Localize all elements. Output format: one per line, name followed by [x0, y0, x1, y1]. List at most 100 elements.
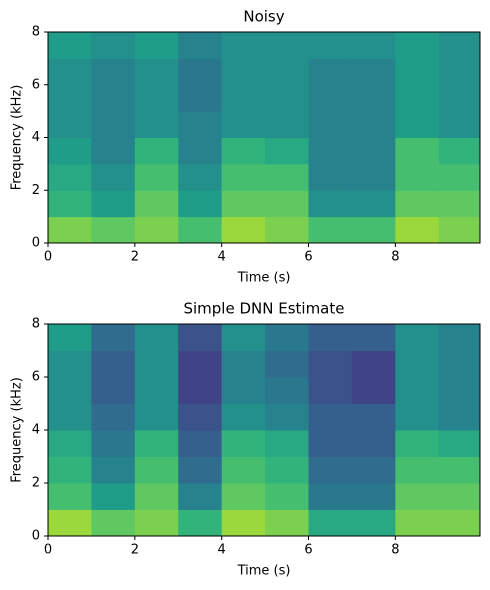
heatmap-cell: [265, 350, 310, 378]
heatmap-cell: [48, 216, 92, 244]
heatmap-cell: [438, 137, 481, 165]
heatmap-cell: [395, 163, 440, 191]
heatmap-cell: [351, 350, 396, 378]
heatmap-cell: [91, 32, 136, 59]
heatmap-cell: [308, 163, 353, 191]
heatmap-cell: [308, 324, 353, 351]
heatmap-cell: [265, 483, 310, 510]
y-tick-label: 0: [32, 236, 40, 251]
heatmap-cell: [265, 216, 310, 244]
heatmap-cell: [395, 32, 440, 59]
heatmap-cell: [48, 190, 92, 218]
heatmap-cell: [134, 163, 179, 191]
heatmap-cell: [221, 58, 266, 86]
heatmap-cell: [134, 58, 179, 86]
heatmap-cell: [395, 58, 440, 86]
heatmap: [48, 324, 481, 537]
heatmap-cell: [134, 84, 179, 112]
heatmap-cell: [221, 32, 266, 59]
heatmap-cell: [221, 483, 266, 510]
heatmap-cell: [48, 430, 92, 457]
heatmap-cell: [178, 430, 223, 457]
heatmap-cell: [395, 430, 440, 457]
y-tick-label: 0: [32, 529, 40, 544]
heatmap-cell: [438, 84, 481, 112]
heatmap-cell: [134, 430, 179, 457]
heatmap-cell: [265, 137, 310, 165]
heatmap-cell: [395, 324, 440, 351]
heatmap-cell: [351, 111, 396, 138]
heatmap-cell: [395, 216, 440, 244]
x-tick-label: 2: [131, 543, 139, 558]
y-tick-label: 2: [32, 183, 40, 198]
heatmap-cell: [48, 84, 92, 112]
heatmap-cell: [91, 377, 136, 404]
heatmap-cell: [134, 324, 179, 351]
heatmap-cell: [395, 137, 440, 165]
heatmap-cell: [438, 216, 481, 244]
heatmap-cell: [221, 84, 266, 112]
heatmap-cell: [48, 324, 92, 351]
x-tick-label: 8: [391, 250, 399, 265]
heatmap-cell: [91, 324, 136, 351]
heatmap-cell: [221, 350, 266, 378]
heatmap-cell: [395, 509, 440, 537]
heatmap-cell: [351, 377, 396, 404]
heatmap-cell: [178, 190, 223, 218]
chart-title: Noisy: [243, 8, 284, 26]
heatmap-cell: [438, 58, 481, 86]
heatmap-cell: [308, 456, 353, 484]
heatmap-cell: [438, 509, 481, 537]
heatmap-cell: [178, 324, 223, 351]
heatmap-cell: [221, 137, 266, 165]
heatmap-cell: [438, 456, 481, 484]
heatmap-cell: [91, 190, 136, 218]
heatmap-cell: [91, 163, 136, 191]
heatmap-cell: [91, 403, 136, 431]
heatmap-cell: [178, 456, 223, 484]
heatmap-cell: [91, 430, 136, 457]
heatmap-cell: [308, 32, 353, 59]
heatmap-cell: [221, 111, 266, 138]
heatmap-cell: [308, 216, 353, 244]
heatmap-cell: [265, 190, 310, 218]
heatmap-cell: [395, 190, 440, 218]
heatmap-cell: [48, 509, 92, 537]
heatmap-cell: [351, 456, 396, 484]
heatmap-cell: [134, 350, 179, 378]
heatmap-cell: [178, 32, 223, 59]
heatmap-cell: [308, 509, 353, 537]
heatmap-cell: [178, 58, 223, 86]
heatmap-cell: [134, 190, 179, 218]
heatmap-cell: [48, 350, 92, 378]
heatmap-cell: [351, 32, 396, 59]
heatmap-cell: [265, 32, 310, 59]
x-tick-label: 6: [304, 250, 312, 265]
heatmap-cell: [134, 377, 179, 404]
heatmap-cell: [308, 350, 353, 378]
heatmap-cell: [91, 216, 136, 244]
y-tick-label: 6: [32, 370, 40, 385]
heatmap-cell: [48, 403, 92, 431]
heatmap-cell: [48, 137, 92, 165]
heatmap-cell: [308, 430, 353, 457]
heatmap-cell: [48, 58, 92, 86]
chart-title: Simple DNN Estimate: [183, 300, 344, 318]
heatmap-cell: [178, 137, 223, 165]
heatmap-cell: [308, 483, 353, 510]
heatmap-cell: [438, 350, 481, 378]
y-tick-label: 4: [32, 423, 40, 438]
heatmap-cell: [265, 84, 310, 112]
heatmap-cell: [395, 403, 440, 431]
heatmap-cell: [221, 456, 266, 484]
x-tick-label: 0: [44, 250, 52, 265]
heatmap-cell: [438, 483, 481, 510]
heatmap-cell: [265, 430, 310, 457]
heatmap-cell: [395, 456, 440, 484]
x-tick-label: 4: [218, 250, 226, 265]
heatmap-cell: [351, 324, 396, 351]
heatmap-cell: [178, 377, 223, 404]
heatmap-cell: [351, 509, 396, 537]
heatmap-cell: [178, 509, 223, 537]
heatmap-cell: [308, 403, 353, 431]
